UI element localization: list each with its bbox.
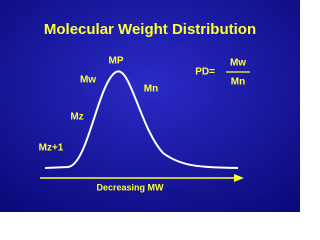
formula-lhs: PD= <box>195 67 215 78</box>
slide: Molecular Weight Distribution MP Mw Mn M… <box>0 0 300 212</box>
peak-label: Mz+1 <box>39 143 64 154</box>
peak-label: Mn <box>144 84 158 95</box>
title: Molecular Weight Distribution <box>44 21 256 38</box>
peak-label: MP <box>109 56 124 67</box>
formula-denominator: Mn <box>231 77 245 88</box>
formula-numerator: Mw <box>230 58 246 69</box>
background <box>0 0 300 212</box>
axis-label: Decreasing MW <box>96 182 164 192</box>
arrow-head <box>234 174 244 182</box>
peak-label: Mw <box>80 75 96 86</box>
distribution-curve <box>44 70 239 169</box>
peak-label: Mz <box>70 112 83 123</box>
